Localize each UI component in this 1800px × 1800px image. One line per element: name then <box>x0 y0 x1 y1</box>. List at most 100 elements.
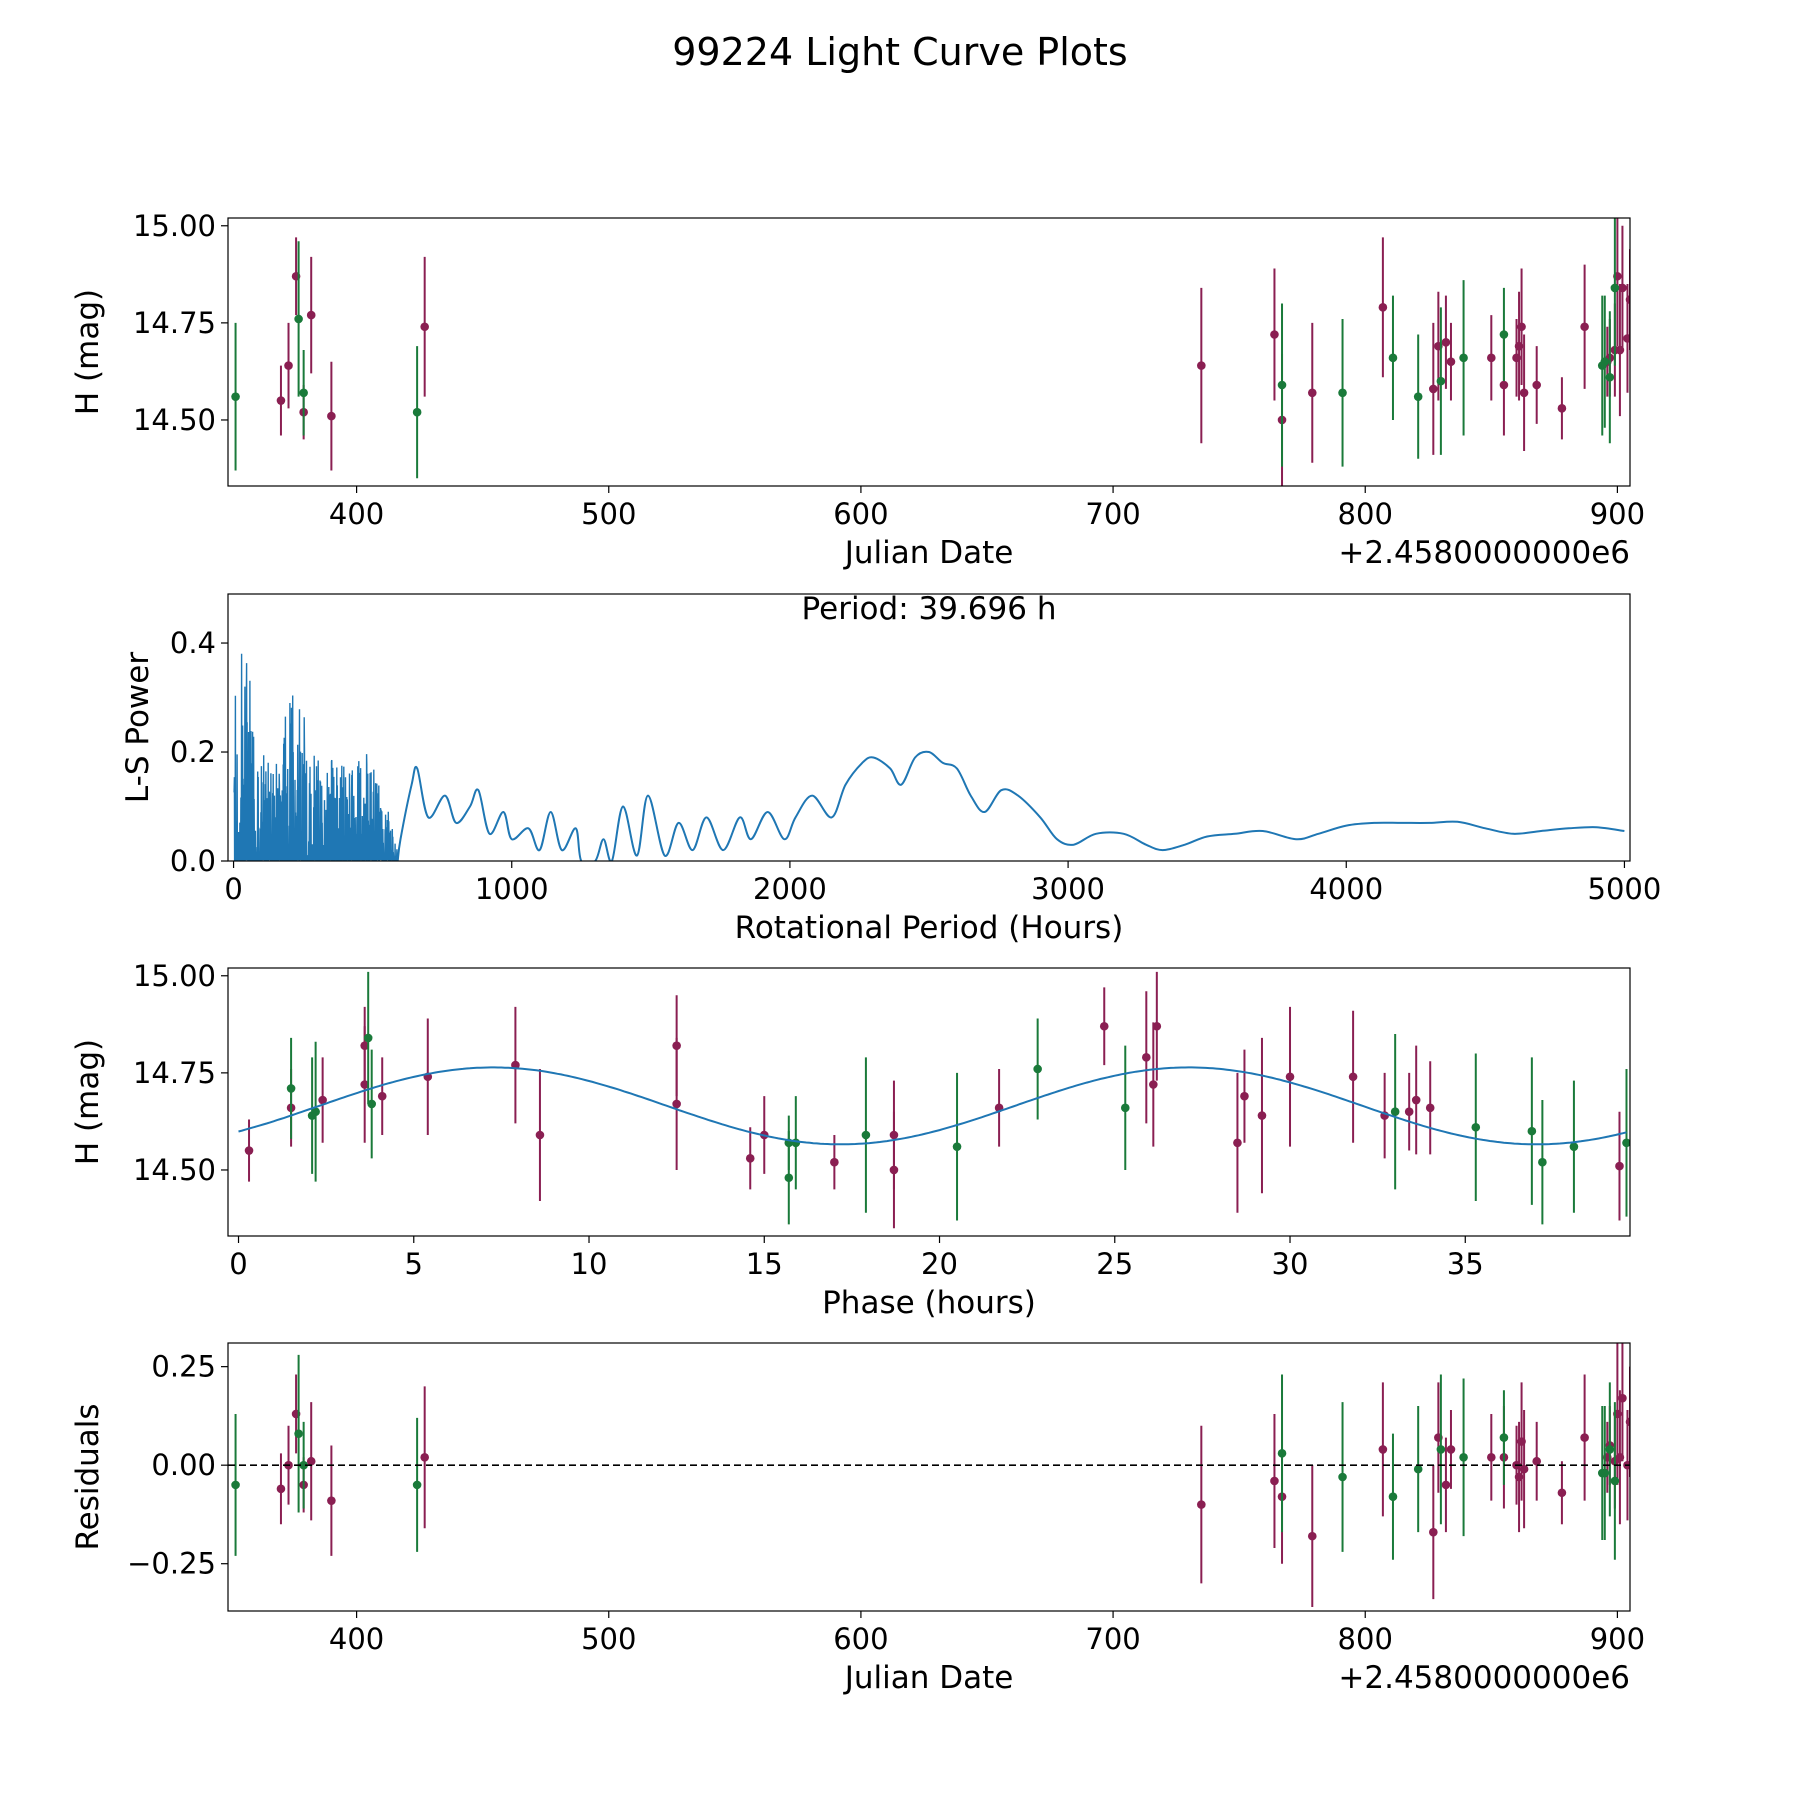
period-annotation: Period: 39.696 h <box>802 591 1057 627</box>
data-point <box>1471 1122 1481 1132</box>
data-point <box>1277 380 1287 390</box>
y-tick-label: 0.00 <box>151 1448 216 1482</box>
plot-frame <box>227 593 1631 862</box>
plot-frame <box>227 1342 1631 1612</box>
x-axis-label: Julian Date <box>843 535 1014 571</box>
figure-title: 99224 Light Curve Plots <box>672 30 1127 74</box>
series-green <box>231 218 1620 479</box>
data-point <box>1441 337 1451 347</box>
data-point <box>1197 1500 1206 1509</box>
data-point <box>1499 1433 1509 1442</box>
data-point <box>1285 1072 1295 1082</box>
data-point <box>1404 1107 1414 1117</box>
x-tick-label: 1000 <box>475 872 549 906</box>
y-tick-label: 0.2 <box>170 735 216 769</box>
plot-frame <box>227 217 1631 487</box>
x-axis-label: Rotational Period (Hours) <box>735 910 1124 946</box>
y-axis-label: L-S Power <box>120 652 156 803</box>
data-layer <box>231 218 1630 486</box>
data-point <box>1425 1103 1435 1113</box>
data-point <box>1388 353 1398 363</box>
data-point <box>1240 1091 1249 1101</box>
x-tick-label: 15 <box>746 1247 783 1281</box>
data-point <box>1413 392 1423 401</box>
y-tick-label: 14.50 <box>133 403 216 437</box>
x-offset-label: +2.4580000000e6 <box>1338 535 1630 571</box>
data-point <box>1257 1111 1267 1120</box>
data-point <box>1519 388 1529 398</box>
data-point <box>363 1033 373 1043</box>
data-point <box>1557 1488 1567 1498</box>
series-green <box>231 1354 1620 1560</box>
data-point <box>1623 334 1630 343</box>
data-point <box>286 1084 296 1093</box>
data-point <box>1348 1072 1358 1082</box>
data-point <box>412 407 422 417</box>
x-tick-label: 800 <box>1338 1622 1393 1656</box>
x-tick-label: 700 <box>1085 1622 1140 1656</box>
series-red <box>276 218 1630 486</box>
data-point <box>1388 1492 1398 1502</box>
data-point <box>1610 1476 1620 1486</box>
data-point <box>1197 361 1206 370</box>
data-layer <box>233 653 1625 861</box>
data-point <box>284 361 293 370</box>
data-point <box>1233 1138 1242 1148</box>
y-tick-label: 0.25 <box>151 1350 216 1384</box>
data-point <box>1338 388 1347 398</box>
data-point <box>1270 330 1279 339</box>
x-tick-label: 500 <box>581 1622 636 1656</box>
data-point <box>1499 380 1509 390</box>
data-point <box>299 388 308 398</box>
x-axis-label: Julian Date <box>843 1660 1014 1696</box>
x-tick-label: 0 <box>229 1247 247 1281</box>
x-tick-label: 2000 <box>753 872 827 906</box>
data-point <box>294 314 303 324</box>
x-tick-label: 4000 <box>1309 872 1383 906</box>
y-tick-label: 0.0 <box>170 844 216 878</box>
data-point <box>784 1173 794 1183</box>
data-point <box>889 1165 899 1175</box>
data-point <box>1277 1449 1287 1458</box>
data-point <box>231 1480 240 1490</box>
data-point <box>1517 322 1526 332</box>
data-point <box>327 411 336 421</box>
plot-frame <box>227 967 1631 1237</box>
data-point <box>1270 1476 1279 1486</box>
data-point <box>830 1157 839 1167</box>
data-point <box>1413 1464 1423 1474</box>
data-point <box>672 1099 681 1109</box>
data-point <box>1622 1138 1630 1148</box>
data-layer <box>238 971 1630 1229</box>
data-point <box>306 310 316 320</box>
x-tick-label: 700 <box>1085 497 1140 531</box>
x-tick-label: 10 <box>571 1247 608 1281</box>
data-point <box>1557 404 1567 413</box>
data-point <box>1499 330 1509 339</box>
x-tick-label: 500 <box>581 497 636 531</box>
panel-periodogram: 0 1000 2000 3000 4000 5000 0.0 0.2 0.4 Rotational… <box>120 591 1661 946</box>
x-tick-label: 600 <box>833 1622 888 1656</box>
periodogram-line <box>396 750 1625 861</box>
panel-phased: 0 5 10 15 20 25 30 35 14.50 14.75 15.00 Phase (hour… <box>70 959 1631 1321</box>
x-tick-label: 30 <box>1272 1247 1309 1281</box>
data-point <box>294 1429 303 1438</box>
data-point <box>1600 357 1610 367</box>
data-point <box>1605 372 1615 382</box>
data-point <box>1149 1080 1158 1089</box>
data-point <box>1527 1126 1537 1136</box>
x-tick-label: 20 <box>921 1247 958 1281</box>
x-tick-label: 400 <box>329 497 384 531</box>
data-point <box>1618 283 1627 293</box>
data-point <box>1580 1433 1589 1442</box>
data-point <box>1429 1527 1438 1537</box>
data-point <box>299 1460 308 1470</box>
data-point <box>367 1099 377 1109</box>
data-point <box>377 1091 387 1101</box>
data-point <box>276 1484 286 1494</box>
series-red <box>276 1343 1630 1608</box>
data-point <box>1600 1468 1610 1478</box>
panel-light_curve: 400 500 600 700 800 900 14.50 14.75 15.00 Julian … <box>70 209 1645 571</box>
data-point <box>535 1130 545 1140</box>
